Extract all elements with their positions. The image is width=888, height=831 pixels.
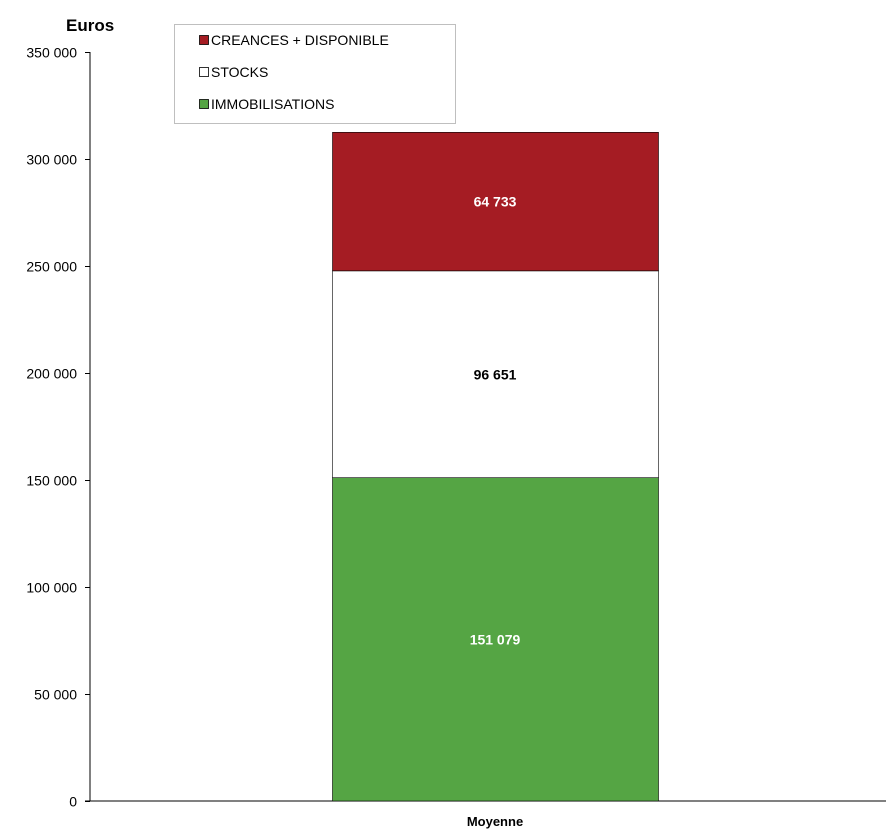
y-tick-label: 300 000 xyxy=(26,152,77,168)
legend-label-immobilisations: IMMOBILISATIONS xyxy=(211,96,334,112)
data-label-immobilisations: 151 079 xyxy=(470,631,521,647)
legend-swatch-creances-disponible xyxy=(199,35,209,45)
y-tick-label: 100 000 xyxy=(26,580,77,596)
data-label-creances-disponible: 64 733 xyxy=(474,194,517,210)
y-tick-label: 350 000 xyxy=(26,45,77,61)
legend: CREANCES + DISPONIBLE STOCKS IMMOBILISATIO… xyxy=(174,24,456,124)
x-category-label: Moyenne xyxy=(467,814,523,829)
y-axis-title: Euros xyxy=(66,16,114,35)
y-tick-label: 150 000 xyxy=(26,473,77,489)
bars: 151 079 96 651 64 733 xyxy=(332,132,659,802)
y-tick-label: 0 xyxy=(69,794,77,810)
y-tick-label: 250 000 xyxy=(26,259,77,275)
bar-segment-immobilisations xyxy=(332,477,659,802)
legend-box xyxy=(174,24,456,124)
bar-segment-creances-disponible xyxy=(332,132,659,272)
legend-swatch-immobilisations xyxy=(199,99,209,109)
data-label-stocks: 96 651 xyxy=(474,366,517,382)
legend-label-stocks: STOCKS xyxy=(211,64,268,80)
bar-segment-stocks xyxy=(332,270,659,478)
legend-swatch-stocks xyxy=(199,67,209,77)
axes: 0 50 000 100 000 150 000 200 000 250 000 300 0… xyxy=(26,45,886,829)
y-tick-label: 200 000 xyxy=(26,366,77,382)
legend-label-creances-disponible: CREANCES + DISPONIBLE xyxy=(211,32,389,48)
y-tick-label: 50 000 xyxy=(34,687,77,703)
